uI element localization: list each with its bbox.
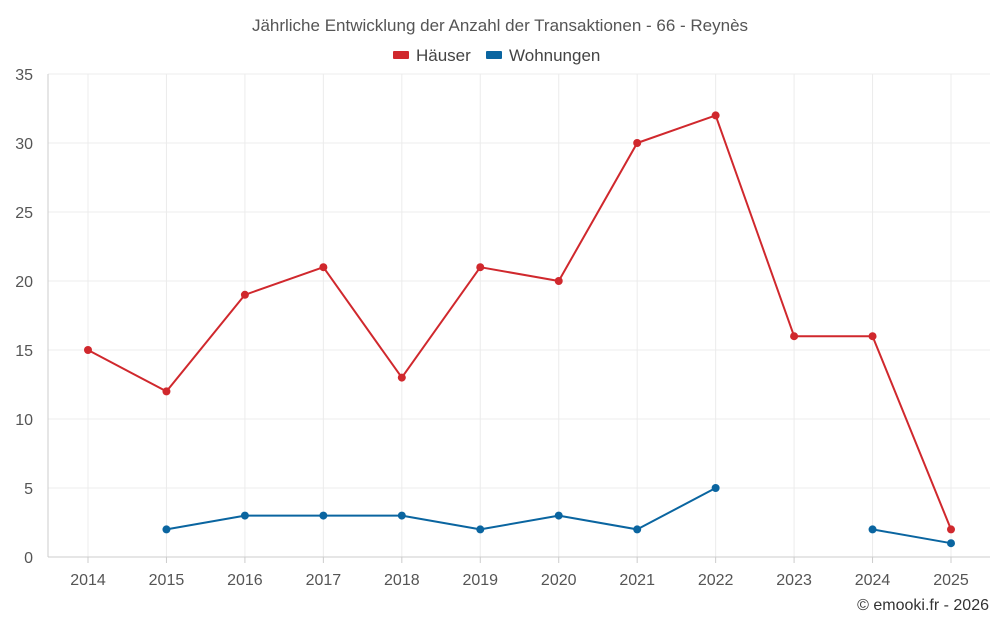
- data-point-haeuser: [711, 111, 720, 120]
- data-point-wohnungen: [947, 539, 955, 548]
- data-point-haeuser: [84, 346, 92, 354]
- data-point-wohnungen: [397, 511, 406, 520]
- data-point-haeuser: [397, 373, 406, 382]
- y-tick-label: 15: [15, 343, 33, 360]
- x-tick-label: 2025: [933, 572, 969, 589]
- data-point-wohnungen: [162, 525, 171, 534]
- data-point-haeuser: [554, 277, 563, 285]
- series-haeuser: [84, 111, 955, 534]
- y-tick-label: 0: [24, 550, 33, 567]
- legend-label-wohnungen: Wohnungen: [509, 46, 600, 65]
- x-tick-label: 2022: [698, 572, 734, 589]
- y-tick-label: 5: [24, 481, 33, 498]
- data-point-wohnungen: [711, 484, 720, 492]
- y-tick-label: 10: [15, 412, 33, 429]
- series-line-wohnungen: [872, 528, 952, 545]
- legend-item-wohnungen[interactable]: Wohnungen: [486, 46, 600, 65]
- data-point-wohnungen: [868, 525, 877, 534]
- data-point-wohnungen: [476, 525, 485, 534]
- chart-title: Jährliche Entwicklung der Anzahl der Tra…: [252, 16, 748, 35]
- credit-text: © emooki.fr - 2026: [857, 597, 989, 614]
- data-point-wohnungen: [554, 511, 563, 520]
- x-tick-label: 2014: [70, 572, 106, 589]
- legend-label-haeuser: Häuser: [416, 46, 471, 65]
- series-wohnungen: [162, 484, 955, 548]
- data-point-haeuser: [319, 263, 328, 272]
- data-point-haeuser: [947, 525, 955, 534]
- data-point-haeuser: [476, 263, 485, 272]
- data-point-haeuser: [240, 290, 249, 299]
- legend-item-haeuser[interactable]: Häuser: [393, 46, 471, 65]
- x-tick-label: 2019: [462, 572, 498, 589]
- x-tick-label: 2018: [384, 572, 420, 589]
- y-tick-label: 20: [15, 274, 33, 291]
- y-tick-label: 30: [15, 136, 33, 153]
- x-tick-label: 2024: [855, 572, 891, 589]
- y-tick-label: 35: [15, 67, 33, 84]
- x-tick-label: 2021: [619, 572, 655, 589]
- data-point-haeuser: [868, 332, 877, 341]
- x-tick-label: 2020: [541, 572, 577, 589]
- grid: [48, 73, 990, 557]
- data-point-wohnungen: [633, 525, 642, 534]
- data-point-wohnungen: [240, 511, 249, 520]
- series-line-wohnungen: [166, 487, 717, 531]
- legend-swatch-wohnungen: [486, 51, 502, 59]
- series-line-haeuser: [87, 114, 952, 530]
- y-tick-label: 25: [15, 205, 33, 222]
- legend: Häuser Wohnungen: [393, 46, 600, 65]
- x-tick-label: 2016: [227, 572, 263, 589]
- x-tick-label: 2015: [149, 572, 185, 589]
- series: [84, 111, 955, 548]
- x-tick-label: 2017: [306, 572, 342, 589]
- data-point-haeuser: [162, 387, 171, 396]
- data-point-wohnungen: [319, 511, 328, 520]
- data-point-haeuser: [790, 332, 799, 341]
- legend-swatch-haeuser: [393, 51, 409, 59]
- x-tick-label: 2023: [776, 572, 812, 589]
- data-point-haeuser: [633, 139, 642, 147]
